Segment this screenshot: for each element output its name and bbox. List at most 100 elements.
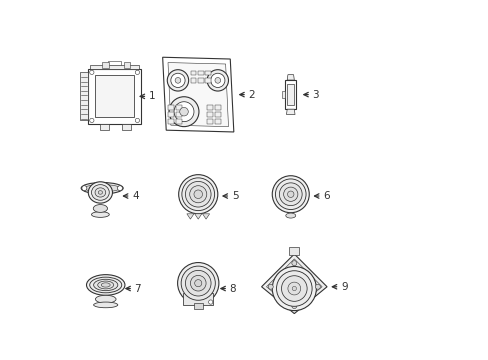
Bar: [168, 119, 173, 124]
Circle shape: [207, 70, 228, 91]
Bar: [81, 72, 88, 120]
Circle shape: [279, 183, 302, 206]
Polygon shape: [286, 75, 294, 80]
Polygon shape: [186, 214, 194, 219]
Ellipse shape: [91, 212, 109, 217]
Bar: [289, 247, 299, 255]
Ellipse shape: [98, 191, 102, 194]
Circle shape: [89, 118, 94, 122]
Ellipse shape: [93, 204, 107, 212]
Polygon shape: [168, 63, 228, 127]
Circle shape: [292, 287, 296, 291]
Bar: [123, 62, 130, 68]
Polygon shape: [163, 57, 233, 132]
Ellipse shape: [93, 302, 118, 308]
Circle shape: [194, 280, 202, 287]
Circle shape: [189, 186, 206, 203]
Polygon shape: [266, 259, 322, 310]
Bar: [176, 105, 181, 109]
Circle shape: [194, 190, 202, 198]
Bar: [95, 75, 134, 117]
Text: 1: 1: [148, 91, 155, 102]
Bar: [204, 78, 210, 82]
Ellipse shape: [91, 185, 109, 200]
Circle shape: [185, 181, 211, 207]
Circle shape: [210, 73, 224, 87]
Circle shape: [272, 266, 316, 311]
Circle shape: [208, 300, 212, 304]
Bar: [122, 124, 130, 130]
Bar: [102, 62, 108, 68]
Circle shape: [287, 191, 293, 197]
Circle shape: [291, 303, 296, 309]
Bar: [198, 71, 203, 75]
Text: 8: 8: [229, 284, 236, 293]
Circle shape: [178, 175, 217, 214]
Circle shape: [275, 179, 305, 210]
Bar: [207, 112, 212, 117]
Bar: [215, 119, 220, 124]
Text: 6: 6: [323, 191, 329, 201]
Circle shape: [167, 70, 188, 91]
Bar: [190, 78, 196, 82]
Ellipse shape: [98, 281, 114, 289]
Circle shape: [287, 282, 300, 295]
Bar: [204, 71, 210, 75]
Circle shape: [135, 70, 139, 75]
Circle shape: [177, 262, 219, 304]
Bar: [207, 105, 212, 109]
Ellipse shape: [95, 295, 116, 303]
Text: 5: 5: [231, 191, 238, 201]
Bar: [207, 119, 212, 124]
Ellipse shape: [88, 182, 112, 203]
Circle shape: [175, 77, 181, 83]
Circle shape: [169, 97, 199, 127]
Bar: [215, 105, 220, 109]
Polygon shape: [194, 214, 202, 219]
Ellipse shape: [81, 183, 123, 194]
Bar: [285, 80, 296, 109]
Ellipse shape: [84, 185, 120, 192]
Bar: [176, 112, 181, 117]
Circle shape: [185, 270, 211, 296]
Bar: [100, 124, 109, 130]
Circle shape: [190, 275, 205, 291]
Ellipse shape: [93, 279, 118, 291]
Bar: [183, 293, 213, 305]
Bar: [194, 303, 202, 309]
Text: 3: 3: [312, 90, 319, 100]
Polygon shape: [261, 254, 326, 314]
Circle shape: [170, 73, 184, 87]
Bar: [198, 78, 203, 82]
Circle shape: [117, 186, 122, 191]
Text: 4: 4: [132, 191, 139, 201]
Circle shape: [182, 178, 214, 211]
Circle shape: [89, 70, 94, 75]
Polygon shape: [202, 214, 209, 219]
Bar: [108, 61, 121, 64]
Bar: [88, 69, 141, 124]
Circle shape: [315, 284, 320, 289]
Circle shape: [283, 187, 297, 201]
Text: 7: 7: [134, 284, 141, 293]
Circle shape: [291, 261, 296, 266]
Circle shape: [180, 107, 188, 116]
Ellipse shape: [86, 275, 125, 295]
Bar: [90, 64, 139, 69]
Ellipse shape: [89, 277, 122, 293]
Bar: [286, 84, 294, 105]
Circle shape: [135, 118, 139, 122]
Bar: [281, 91, 285, 98]
Bar: [190, 71, 196, 75]
Ellipse shape: [95, 188, 105, 197]
Circle shape: [268, 284, 273, 289]
Ellipse shape: [101, 283, 110, 287]
Ellipse shape: [285, 213, 295, 218]
Circle shape: [215, 77, 220, 83]
Circle shape: [276, 271, 311, 306]
Circle shape: [181, 266, 215, 300]
Circle shape: [272, 176, 308, 213]
Text: 2: 2: [248, 90, 255, 100]
Bar: [176, 119, 181, 124]
Circle shape: [81, 186, 87, 191]
